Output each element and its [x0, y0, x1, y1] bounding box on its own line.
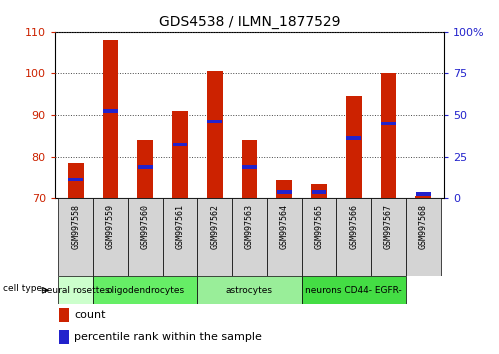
- Text: astrocytes: astrocytes: [226, 286, 273, 295]
- Bar: [93, 276, 198, 304]
- Text: GSM997564: GSM997564: [280, 205, 289, 250]
- Text: GSM997558: GSM997558: [71, 205, 80, 250]
- Bar: [242, 140, 257, 198]
- Bar: [68, 163, 83, 198]
- Bar: [172, 111, 188, 198]
- Bar: [301, 198, 336, 276]
- Text: cell type: cell type: [3, 284, 42, 293]
- Text: GSM997559: GSM997559: [106, 205, 115, 250]
- Bar: [406, 198, 441, 276]
- Text: GSM997560: GSM997560: [141, 205, 150, 250]
- Text: GSM997568: GSM997568: [419, 205, 428, 250]
- Bar: [416, 196, 431, 198]
- Bar: [198, 198, 232, 276]
- Text: GSM997561: GSM997561: [176, 205, 185, 250]
- Bar: [277, 190, 292, 194]
- Bar: [207, 120, 222, 123]
- Bar: [198, 276, 301, 304]
- Bar: [137, 140, 153, 198]
- Text: GSM997563: GSM997563: [245, 205, 254, 250]
- Text: oligodendrocytes: oligodendrocytes: [106, 286, 184, 295]
- Text: percentile rank within the sample: percentile rank within the sample: [74, 332, 262, 342]
- Bar: [103, 109, 118, 113]
- Text: GSM997566: GSM997566: [349, 205, 358, 250]
- Bar: [301, 276, 406, 304]
- Bar: [59, 330, 68, 343]
- Bar: [416, 193, 431, 196]
- Text: GSM997567: GSM997567: [384, 205, 393, 250]
- Bar: [163, 198, 198, 276]
- Bar: [381, 73, 396, 198]
- Title: GDS4538 / ILMN_1877529: GDS4538 / ILMN_1877529: [159, 16, 340, 29]
- Bar: [267, 198, 301, 276]
- Bar: [346, 136, 361, 139]
- Bar: [58, 198, 93, 276]
- Bar: [381, 122, 396, 125]
- Bar: [232, 198, 267, 276]
- Bar: [346, 96, 362, 198]
- Bar: [311, 184, 327, 198]
- Bar: [276, 179, 292, 198]
- Text: neurons CD44- EGFR-: neurons CD44- EGFR-: [305, 286, 402, 295]
- Bar: [128, 198, 163, 276]
- Bar: [59, 308, 68, 322]
- Bar: [58, 276, 93, 304]
- Bar: [336, 198, 371, 276]
- Text: neural rosettes: neural rosettes: [41, 286, 110, 295]
- Bar: [138, 165, 153, 169]
- Bar: [173, 143, 188, 146]
- Bar: [242, 165, 257, 169]
- Bar: [207, 72, 223, 198]
- Bar: [93, 198, 128, 276]
- Bar: [68, 178, 83, 181]
- Text: GSM997565: GSM997565: [314, 205, 323, 250]
- Bar: [371, 198, 406, 276]
- Bar: [103, 40, 118, 198]
- Text: GSM997562: GSM997562: [210, 205, 219, 250]
- Text: count: count: [74, 310, 106, 320]
- Bar: [311, 190, 326, 194]
